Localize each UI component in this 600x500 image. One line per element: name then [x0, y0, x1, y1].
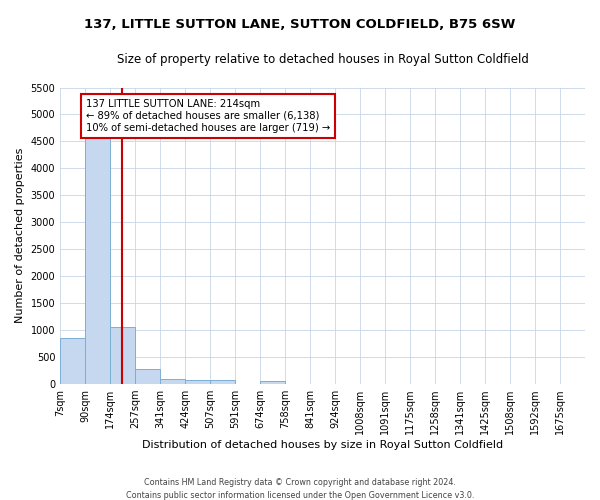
Bar	[210, 380, 235, 384]
Bar	[185, 380, 210, 384]
Text: 137 LITTLE SUTTON LANE: 214sqm
← 89% of detached houses are smaller (6,138)
10% : 137 LITTLE SUTTON LANE: 214sqm ← 89% of …	[86, 100, 330, 132]
Bar	[60, 338, 85, 384]
Title: Size of property relative to detached houses in Royal Sutton Coldfield: Size of property relative to detached ho…	[116, 52, 529, 66]
Bar	[110, 328, 135, 384]
Bar	[260, 381, 285, 384]
Text: 137, LITTLE SUTTON LANE, SUTTON COLDFIELD, B75 6SW: 137, LITTLE SUTTON LANE, SUTTON COLDFIEL…	[85, 18, 515, 30]
Bar	[85, 137, 110, 384]
Bar	[135, 370, 160, 384]
Y-axis label: Number of detached properties: Number of detached properties	[15, 148, 25, 324]
X-axis label: Distribution of detached houses by size in Royal Sutton Coldfield: Distribution of detached houses by size …	[142, 440, 503, 450]
Text: Contains HM Land Registry data © Crown copyright and database right 2024.
Contai: Contains HM Land Registry data © Crown c…	[126, 478, 474, 500]
Bar	[160, 379, 185, 384]
